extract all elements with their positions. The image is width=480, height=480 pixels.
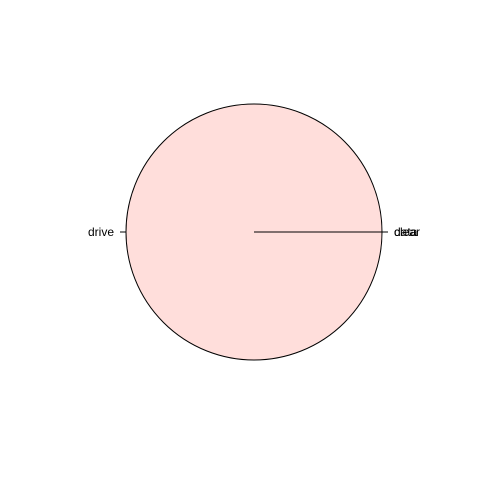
pie-slices xyxy=(125,103,383,361)
pie-label-clear: clear xyxy=(394,225,420,239)
pie-label-drive: drive xyxy=(88,225,114,239)
pie-label-data: data xyxy=(394,225,418,239)
